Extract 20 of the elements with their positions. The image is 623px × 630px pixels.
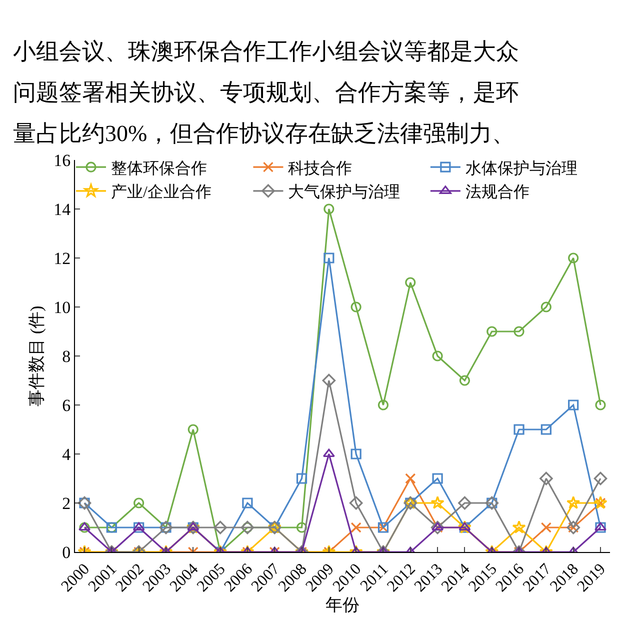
y-tick-label: 14	[54, 200, 72, 219]
y-tick-label: 6	[62, 396, 71, 415]
y-tick-label: 4	[62, 444, 72, 464]
x-axis-title: 年份	[326, 596, 360, 615]
text: 量占比约30%，但合作协议存在缺乏法律强制力、	[13, 121, 516, 146]
y-tick-label: 8	[62, 346, 71, 366]
text: 小组会议、珠澳环保合作工作小组会议等都是大众	[13, 39, 519, 64]
legend-label: 产业/企业合作	[111, 183, 212, 202]
legend-label: 法规合作	[465, 183, 530, 202]
y-tick-label: 10	[54, 298, 71, 317]
legend-label: 大气保护与治理	[288, 183, 400, 202]
y-tick-label: 0	[62, 542, 71, 562]
legend-label: 科技合作	[288, 159, 352, 178]
y-tick-label: 12	[54, 248, 71, 268]
legend-label: 整体环保合作	[111, 159, 207, 178]
text: 问题签署相关协议、专项规划、合作方案等，是环	[13, 80, 519, 105]
y-tick-label: 16	[54, 150, 71, 170]
y-tick-label: 2	[62, 494, 71, 513]
legend-label: 水体保护与治理	[465, 159, 578, 178]
y-axis-title: 事件数目 (件)	[27, 306, 46, 406]
